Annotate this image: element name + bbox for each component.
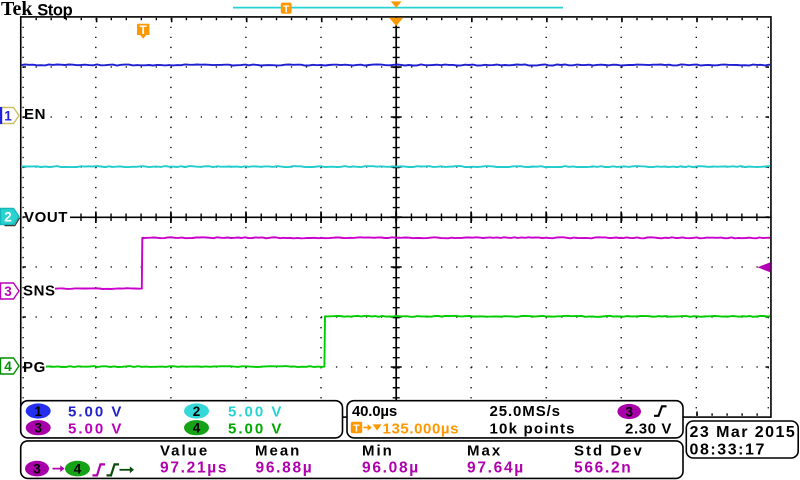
svg-text:T: T — [283, 3, 290, 15]
svg-text:Std Dev: Std Dev — [574, 442, 644, 459]
svg-text:3: 3 — [625, 405, 633, 420]
svg-text:23 Mar 2015: 23 Mar 2015 — [690, 424, 797, 441]
svg-text:1: 1 — [34, 404, 42, 419]
svg-text:2: 2 — [4, 210, 12, 225]
svg-text:5.00 V: 5.00 V — [228, 404, 283, 421]
svg-text:Min: Min — [362, 442, 394, 459]
svg-text:2.30 V: 2.30 V — [625, 420, 672, 437]
svg-text:10k points: 10k points — [490, 420, 576, 437]
svg-text:Value: Value — [160, 442, 209, 459]
svg-text:EN: EN — [24, 106, 46, 123]
svg-text:PG: PG — [23, 359, 46, 376]
svg-text:5.00 V: 5.00 V — [228, 420, 283, 437]
svg-text:135.000µs: 135.000µs — [383, 420, 460, 437]
svg-text:VOUT: VOUT — [24, 209, 68, 226]
svg-text:3: 3 — [33, 462, 41, 477]
svg-text:96.88µ: 96.88µ — [256, 460, 314, 477]
svg-text:T: T — [140, 23, 148, 37]
svg-text:4: 4 — [193, 421, 201, 436]
svg-text:97.21µs: 97.21µs — [160, 460, 228, 477]
svg-text:40.0µs: 40.0µs — [352, 403, 397, 420]
svg-text:3: 3 — [34, 421, 42, 436]
svg-text:SNS: SNS — [23, 282, 56, 299]
svg-text:25.0MS/s: 25.0MS/s — [490, 403, 561, 420]
svg-text:97.64µ: 97.64µ — [467, 460, 525, 477]
svg-text:Tek: Tek — [1, 0, 33, 20]
svg-text:4: 4 — [4, 359, 12, 374]
svg-text:2: 2 — [193, 404, 201, 419]
svg-text:5.00 V: 5.00 V — [68, 420, 123, 437]
svg-text:96.08µ: 96.08µ — [362, 460, 420, 477]
svg-text:1: 1 — [4, 109, 12, 124]
svg-text:4: 4 — [74, 462, 82, 477]
svg-text:566.2n: 566.2n — [574, 460, 632, 477]
svg-text:Stop: Stop — [37, 1, 72, 19]
svg-text:Mean: Mean — [255, 442, 301, 459]
svg-text:3: 3 — [4, 284, 12, 299]
svg-text:08:33:17: 08:33:17 — [690, 441, 766, 458]
svg-text:5.00 V: 5.00 V — [68, 404, 123, 421]
svg-text:T: T — [353, 423, 360, 435]
svg-text:Max: Max — [467, 442, 502, 459]
